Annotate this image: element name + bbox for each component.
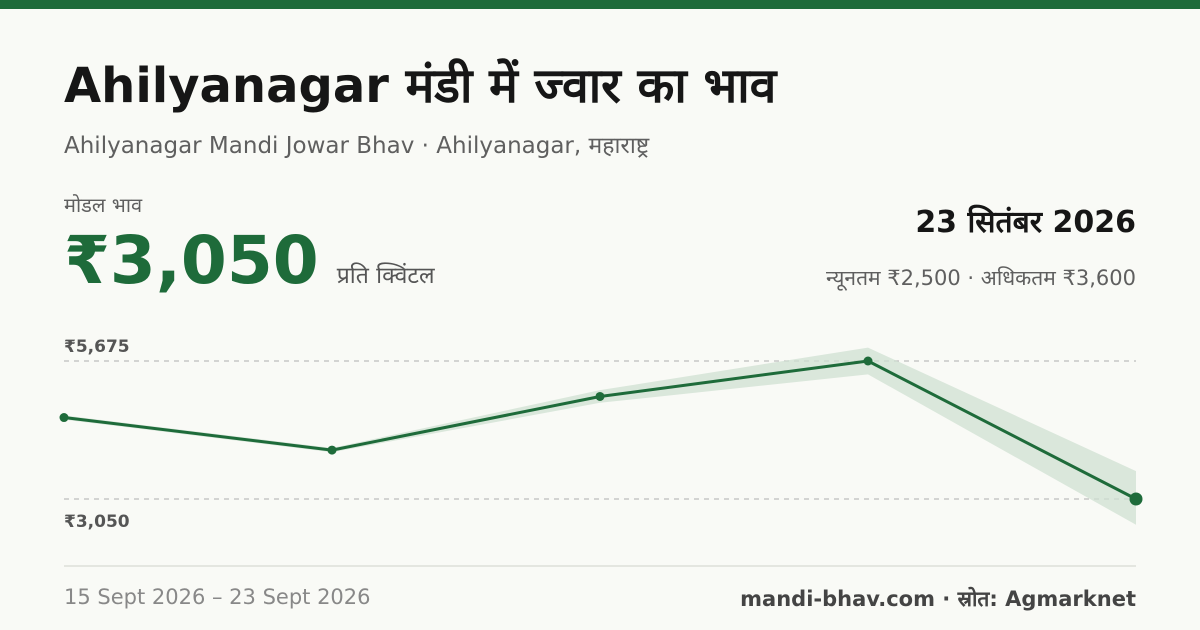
footer-source: mandi-bhav.com · स्रोत: Agmarknet (740, 587, 1136, 611)
price-range: न्यूनतम ₹2,500 · अधिकतम ₹3,600 (826, 266, 1136, 290)
modal-price-value: ₹3,050 (64, 222, 319, 299)
top-accent-bar (0, 0, 1200, 9)
price-row: ₹3,050 प्रति क्विंटल (64, 222, 435, 299)
y-tick-label-0: ₹5,675 (64, 337, 130, 357)
data-point-4 (1129, 492, 1143, 506)
price-date: 23 सितंबर 2026 (915, 205, 1136, 240)
footer-divider (64, 565, 1136, 567)
page-subtitle: Ahilyanagar Mandi Jowar Bhav · Ahilyanag… (64, 133, 650, 159)
price-unit: प्रति क्विंटल (336, 263, 435, 289)
data-point-0 (59, 413, 69, 423)
page-title: Ahilyanagar मंडी में ज्वार का भाव (64, 58, 777, 114)
data-point-1 (327, 445, 337, 455)
data-point-3 (863, 356, 873, 366)
footer-date-range: 15 Sept 2026 – 23 Sept 2026 (64, 585, 371, 609)
data-point-2 (595, 391, 605, 401)
y-tick-label-1: ₹3,050 (64, 512, 130, 532)
modal-price-label: मोडल भाव (64, 193, 143, 217)
